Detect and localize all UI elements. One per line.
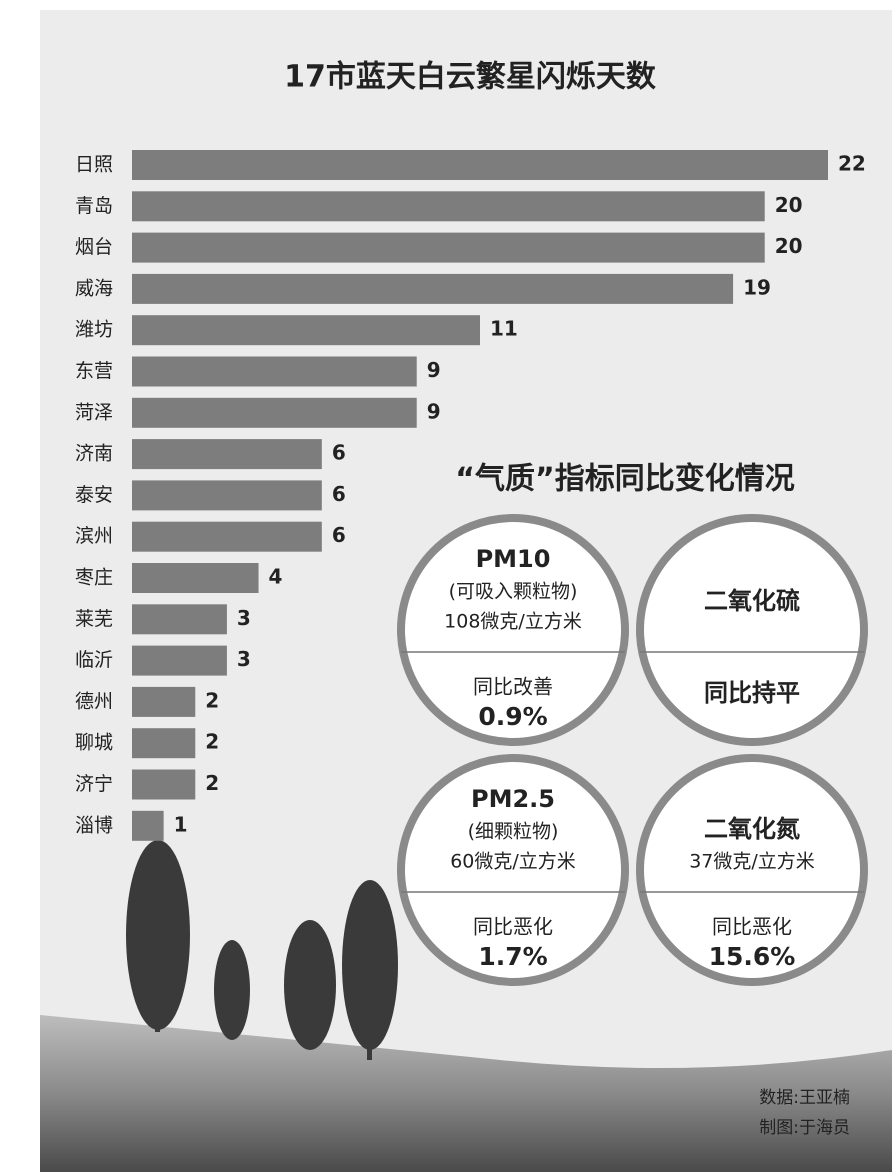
bar [132,439,322,469]
section-title: “气质”指标同比变化情况 [455,462,794,497]
value-label: 6 [332,523,346,547]
indicator-name: PM10 [476,545,551,573]
value-label: 9 [427,399,441,423]
category-label: 枣庄 [75,567,113,589]
bar [132,646,227,676]
credit: 制图:于海员 [759,1118,850,1138]
indicator-name: 二氧化氮 [704,815,800,843]
category-label: 青岛 [75,195,113,217]
bar [132,563,259,593]
category-label: 临沂 [75,649,113,671]
bar [132,522,322,552]
category-label: 聊城 [75,732,113,754]
infographic: 17市蓝天白云繁星闪烁天数 “气质”指标同比变化情况 数据:王亚楠 制图:于海员… [0,0,892,1172]
category-label: 烟台 [75,236,113,258]
category-label: 泰安 [75,484,113,506]
value-label: 2 [205,688,219,712]
category-label: 威海 [75,277,113,299]
category-label: 东营 [75,360,113,382]
value-label: 6 [332,482,346,506]
indicator-change-value: 0.9% [478,702,547,731]
indicator-name: PM2.5 [471,785,555,813]
value-label: 3 [237,606,251,630]
indicator-amount: 108微克/立方米 [444,611,582,633]
indicator-change-value: 15.6% [709,942,796,971]
category-label: 滨州 [75,525,113,547]
category-label: 德州 [75,690,113,712]
indicator-desc: (细颗粒物) [468,821,559,843]
value-label: 2 [205,730,219,754]
indicator-name: 二氧化硫 [704,587,800,615]
indicator-change-value: 1.7% [478,942,547,971]
value-label: 22 [838,152,866,176]
value-label: 1 [174,812,188,836]
bar [132,150,828,180]
indicator-amount: 60微克/立方米 [450,851,576,873]
indicator-change: 同比恶化 [473,915,553,939]
category-label: 莱芜 [75,608,113,630]
indicator-change: 同比持平 [704,679,800,707]
bar [132,728,195,758]
bar [132,274,733,304]
bar [132,233,765,263]
value-label: 3 [237,647,251,671]
bar [132,315,480,345]
indicator-amount: 37微克/立方米 [689,851,815,873]
bar [132,398,417,428]
value-label: 9 [427,358,441,382]
credit: 数据:王亚楠 [759,1088,850,1108]
category-label: 菏泽 [75,401,113,423]
bar [132,811,164,841]
value-label: 20 [775,234,803,258]
indicator-circle [640,518,864,742]
category-label: 济南 [75,443,113,465]
chart-title: 17市蓝天白云繁星闪烁天数 [284,60,657,95]
bar [132,357,417,387]
value-label: 11 [490,317,518,341]
value-label: 20 [775,193,803,217]
bar [132,480,322,510]
value-label: 2 [205,771,219,795]
category-label: 济宁 [75,773,113,795]
bar [132,687,195,717]
indicator-change: 同比恶化 [712,915,792,939]
value-label: 4 [269,565,283,589]
bar [132,191,765,221]
category-label: 潍坊 [75,319,113,341]
bar [132,770,195,800]
indicator-change: 同比改善 [473,675,553,699]
value-label: 19 [743,275,771,299]
value-label: 6 [332,441,346,465]
indicator-desc: (可吸入颗粒物) [449,581,578,603]
category-label: 淄博 [75,814,113,836]
bar [132,604,227,634]
category-label: 日照 [75,154,113,176]
